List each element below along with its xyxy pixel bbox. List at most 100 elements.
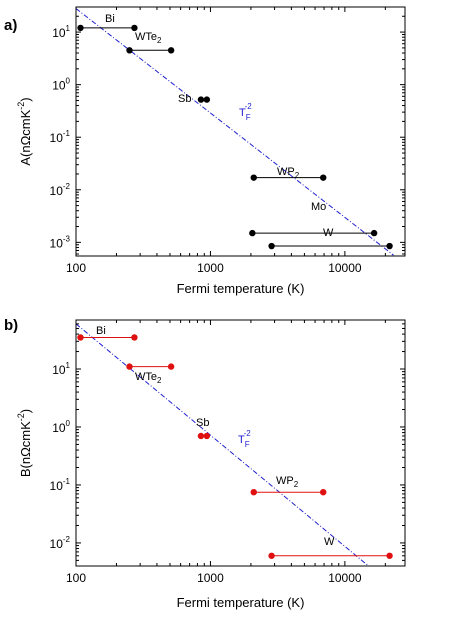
y-tick-exp: 1 [66,24,71,33]
data-point [126,47,133,54]
y-tick-label: 100 [52,419,70,435]
y-tick-label: 10-1 [50,477,71,493]
guide-label-sup: -2 [244,429,252,438]
material-label-name: WTe [135,371,157,383]
material-mo: Mo [249,201,378,237]
data-point [77,334,84,341]
y-axis-label-sup: -2 [16,413,26,421]
y-tick-label: 101 [52,361,70,377]
data-point [370,229,378,237]
y-axis-label-close: ) [18,97,33,101]
data-point [126,363,133,370]
y-tick-base: 10 [52,26,66,40]
guide-line [76,8,394,256]
y-tick-label: 10-2 [50,182,71,198]
material-label-name: Sb [196,417,209,429]
y-tick-exp: -1 [63,129,71,138]
material-bi: Bi [77,13,138,32]
data-point [131,24,138,32]
data-point [386,552,393,559]
material-w: W [268,536,393,559]
y-tick-base: 10 [50,537,64,551]
plot-frame [75,319,406,567]
x-axis-label: Fermi temperature (K) [177,281,305,296]
y-tick-exp: -2 [63,182,71,191]
panel-label: a) [4,17,17,34]
data-point [268,552,275,559]
material-w: W [268,227,393,250]
y-tick-exp: -1 [63,477,71,486]
guide-line [76,323,369,566]
material-bi: Bi [77,325,138,341]
y-tick-exp: 1 [66,361,71,370]
material-label-name: Bi [96,325,106,337]
material-wp2: WP2 [250,475,327,496]
guide-label-base: T [238,434,245,446]
material-label-sub: 2 [295,171,300,180]
y-tick-base: 10 [50,184,64,198]
guide-label-sup: -2 [245,102,253,111]
y-tick-exp: -2 [63,535,71,544]
material-label-sub: 2 [294,480,299,489]
material-label-sub: 2 [157,376,162,385]
data-point [386,242,393,250]
material-label-name: WP [276,475,294,487]
material-label: Bi [105,13,115,25]
y-tick-exp: 0 [66,419,71,428]
x-tick-label: 10000 [328,571,362,585]
material-label-name: W [323,227,334,239]
guide-label: TF -2 [239,102,252,122]
material-label: Mo [311,201,326,213]
data-point [250,488,257,496]
y-tick-base: 10 [50,131,64,145]
y-axis-label-main: A(nΩcmK [18,109,33,165]
data-point [320,174,327,181]
material-label-name: Bi [105,13,115,25]
material-sb: Sb [178,93,211,105]
y-tick-base: 10 [52,363,66,377]
data-point [197,432,205,440]
material-label: W [323,227,334,239]
x-tick-label: 10000 [328,261,362,275]
material-label-name: WP [277,166,295,178]
y-tick-label: 101 [52,24,70,40]
data-point [320,488,327,496]
x-tick-label: 1000 [197,261,224,275]
y-tick-label: 10-2 [50,535,71,551]
data-point [167,47,175,54]
material-label: Sb [178,93,191,105]
y-tick-exp: 0 [66,77,71,86]
y-axis-label: B(nΩcmK-2) [16,409,33,477]
y-tick-base: 10 [50,479,64,493]
material-label: Bi [96,325,106,337]
data-point [250,174,257,181]
material-label: WTe2 [135,371,162,385]
material-label-name: WTe [135,31,157,43]
material-label: WP2 [276,475,299,489]
x-axis-label: Fermi temperature (K) [177,595,305,610]
y-axis-label: A(nΩcmK-2) [16,97,33,165]
guide-label-sub: F [246,113,251,122]
y-axis-label-close: ) [18,409,33,413]
y-axis-label-main: B(nΩcmK [18,421,33,477]
data-point [249,229,256,237]
material-label: W [324,536,335,548]
material-wp2: WP2 [250,166,327,181]
x-tick-label: 100 [66,261,86,275]
data-point [77,24,84,32]
material-wte2: WTe2 [126,31,175,54]
material-label: WP2 [277,166,300,180]
x-tick-label: 100 [66,571,86,585]
guide-label: TF -2 [238,429,251,449]
material-label-name: W [324,536,335,548]
material-label-name: Mo [311,201,326,213]
data-point [203,96,211,103]
guide-label-sub: F [245,440,250,449]
panel-label: b) [4,317,18,334]
guide-label-base: T [239,107,246,119]
y-tick-label: 100 [52,77,70,93]
material-sb: Sb [196,417,211,440]
